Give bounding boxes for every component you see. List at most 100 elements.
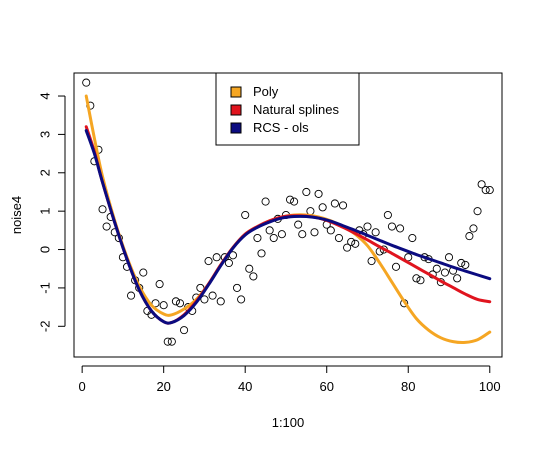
data-point — [444, 253, 454, 262]
data-point — [171, 297, 180, 306]
data-point — [245, 264, 254, 273]
data-point — [387, 222, 396, 231]
data-point — [102, 222, 111, 231]
y-tick-label: 2 — [38, 169, 53, 176]
legend-swatch-poly — [230, 86, 242, 98]
data-points — [82, 78, 494, 346]
legend-label-rcs-ols: RCS - ols — [253, 120, 309, 135]
legend-item-poly: Poly — [230, 84, 279, 99]
data-point — [167, 337, 176, 346]
data-point — [330, 199, 339, 208]
legend-swatch-rcs-ols — [230, 122, 242, 134]
fit-lines — [84, 94, 492, 345]
y-tick-label: -1 — [38, 282, 53, 294]
data-point — [82, 78, 91, 87]
legend-label-poly: Poly — [253, 84, 279, 99]
x-tick-label: 0 — [79, 379, 86, 394]
data-point — [294, 220, 303, 229]
data-point — [481, 186, 490, 195]
data-point — [232, 283, 242, 292]
data-point — [363, 222, 372, 231]
data-point — [155, 280, 164, 289]
data-point — [302, 187, 311, 197]
data-point — [257, 249, 266, 258]
data-point — [347, 237, 356, 246]
legend-item-rcs-ols: RCS - ols — [230, 120, 309, 135]
legend: Poly Natural splines RCS - ols — [215, 72, 360, 146]
x-tick-label: 60 — [319, 379, 333, 394]
data-point — [253, 233, 262, 243]
data-point — [396, 224, 405, 233]
x-tick-label: 80 — [401, 379, 415, 394]
data-point — [473, 207, 482, 216]
data-point — [163, 337, 172, 346]
data-point — [465, 232, 474, 241]
data-point — [277, 230, 286, 239]
x-tick-label: 100 — [479, 379, 501, 394]
data-point — [318, 203, 327, 212]
x-tick-label: 40 — [238, 379, 252, 394]
data-point — [338, 201, 348, 210]
y-tick-label: 0 — [38, 246, 53, 253]
data-point — [469, 224, 478, 233]
y-axis: -2 -1 0 1 2 3 4 — [38, 92, 66, 332]
data-point — [351, 239, 360, 248]
data-point — [290, 197, 299, 206]
data-point — [408, 233, 417, 243]
data-point — [383, 210, 392, 220]
data-point — [416, 276, 425, 285]
data-point — [461, 260, 470, 269]
x-axis-title: 1:100 — [272, 415, 305, 430]
data-point — [249, 272, 258, 281]
data-point — [175, 299, 185, 308]
y-tick-label: 4 — [38, 92, 53, 99]
data-point — [237, 295, 246, 304]
data-point — [208, 291, 217, 300]
legend-item-natural-splines: Natural splines — [230, 102, 339, 117]
data-point — [412, 274, 421, 283]
data-point — [310, 228, 319, 237]
data-point — [334, 233, 344, 243]
data-point — [151, 299, 160, 308]
data-point — [212, 253, 221, 262]
data-point — [127, 291, 136, 300]
data-point — [453, 274, 462, 283]
data-point — [269, 233, 278, 243]
data-point — [440, 268, 449, 277]
data-point — [216, 297, 225, 306]
data-point — [371, 228, 380, 237]
y-tick-label: -2 — [38, 321, 53, 333]
data-point — [367, 257, 376, 266]
data-point — [298, 230, 307, 239]
data-point — [457, 258, 466, 268]
data-point — [285, 195, 295, 204]
legend-label-natural-splines: Natural splines — [253, 102, 339, 117]
data-point — [485, 186, 494, 195]
data-point — [224, 258, 233, 268]
data-point — [265, 226, 274, 235]
data-point — [204, 257, 213, 266]
data-point — [200, 295, 209, 304]
data-point — [180, 326, 189, 335]
data-point — [98, 205, 107, 214]
data-point — [261, 197, 270, 206]
y-tick-label: 3 — [38, 131, 53, 138]
y-axis-title: noise4 — [9, 196, 24, 234]
data-point — [139, 268, 148, 277]
x-tick-label: 20 — [156, 379, 170, 394]
legend-swatch-natural-splines — [230, 104, 242, 116]
data-point — [159, 301, 168, 310]
data-point — [391, 262, 401, 271]
data-point — [326, 226, 335, 235]
data-point — [477, 180, 486, 189]
data-point — [343, 243, 352, 252]
series-line-rcs-ols — [84, 129, 492, 325]
y-tick-label: 1 — [38, 208, 53, 215]
series-line-natural-splines — [84, 125, 492, 325]
data-point — [241, 210, 250, 220]
data-point — [314, 189, 323, 198]
data-point — [432, 264, 441, 273]
data-point — [404, 253, 413, 262]
x-axis: 0 20 40 60 80 100 — [79, 365, 501, 394]
